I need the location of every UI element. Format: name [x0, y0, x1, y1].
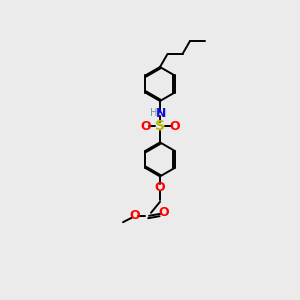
- Text: O: O: [129, 209, 140, 222]
- Text: S: S: [155, 119, 165, 134]
- Text: O: O: [158, 206, 169, 219]
- Text: N: N: [156, 107, 166, 120]
- Text: O: O: [140, 120, 151, 133]
- Text: O: O: [169, 120, 180, 133]
- Text: O: O: [155, 181, 165, 194]
- Text: H: H: [150, 108, 157, 118]
